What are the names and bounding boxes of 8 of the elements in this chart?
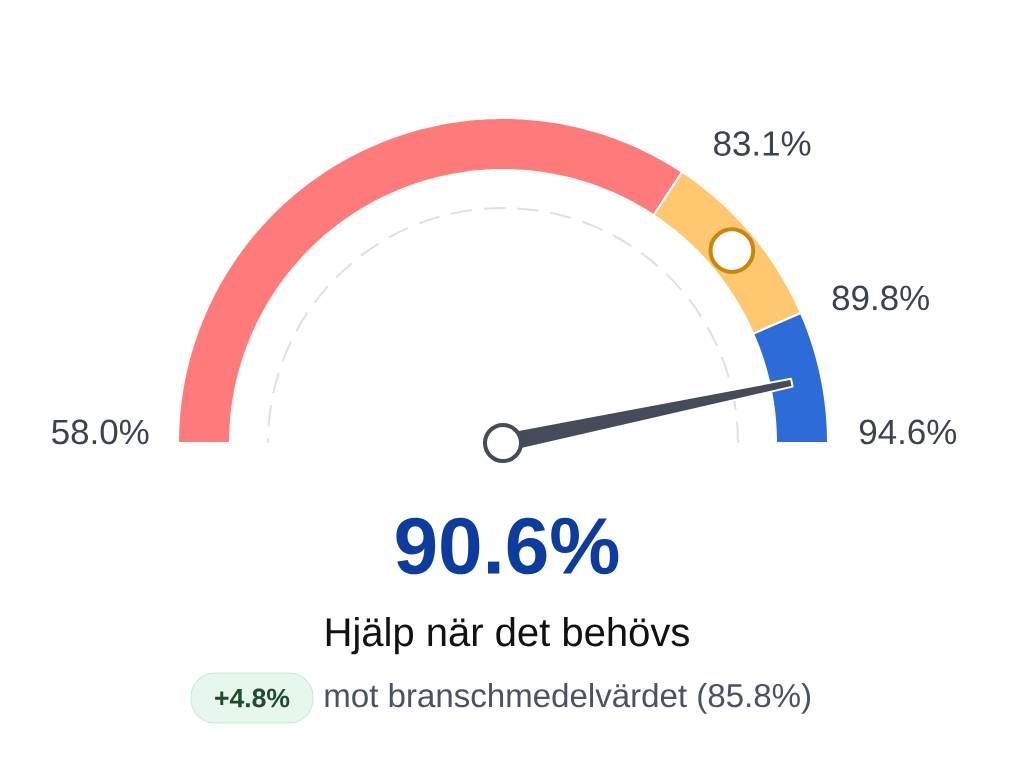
text: 90.6% xyxy=(396,517,619,575)
slice-label: 83.1% xyxy=(714,131,811,156)
text: Hjälp när det behövs xyxy=(326,617,689,655)
text: mot branschmedelvärdet (85.8%) xyxy=(325,683,810,714)
text: 58.0% xyxy=(52,419,149,445)
slice-label: 89.8% xyxy=(832,285,929,311)
slice-label: 94.6% xyxy=(859,419,957,445)
text: +4.8% xyxy=(215,688,290,708)
